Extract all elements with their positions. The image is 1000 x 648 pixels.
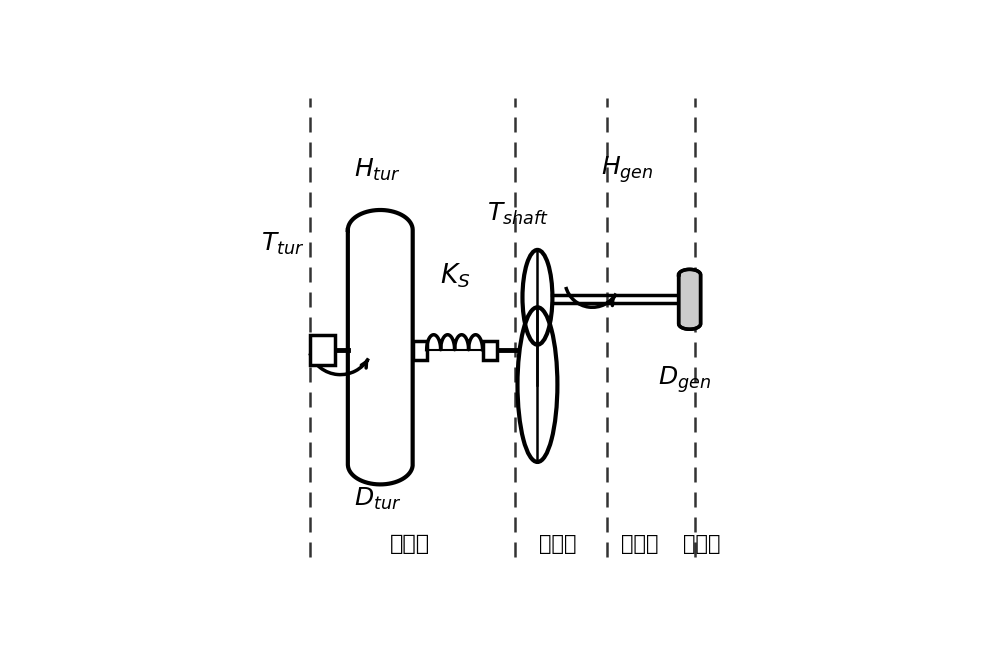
- Text: 高速轴: 高速轴: [621, 534, 658, 554]
- Text: $D_{gen}$: $D_{gen}$: [658, 364, 711, 395]
- Text: $H_{gen}$: $H_{gen}$: [601, 154, 654, 185]
- Text: $D_{tur}$: $D_{tur}$: [354, 485, 401, 512]
- Bar: [310, 335, 335, 365]
- Bar: [413, 341, 427, 360]
- Text: $T_{shaft}$: $T_{shaft}$: [487, 202, 548, 227]
- Text: $T_{tur}$: $T_{tur}$: [261, 231, 305, 257]
- Bar: [483, 341, 497, 360]
- Polygon shape: [679, 270, 701, 329]
- Text: $H_{tur}$: $H_{tur}$: [354, 156, 401, 183]
- Text: $K_S$: $K_S$: [440, 261, 470, 290]
- Text: 齿轮箱: 齿轮箱: [539, 534, 576, 554]
- Text: 低速轴: 低速轴: [390, 534, 430, 554]
- Text: 发电机: 发电机: [683, 534, 721, 554]
